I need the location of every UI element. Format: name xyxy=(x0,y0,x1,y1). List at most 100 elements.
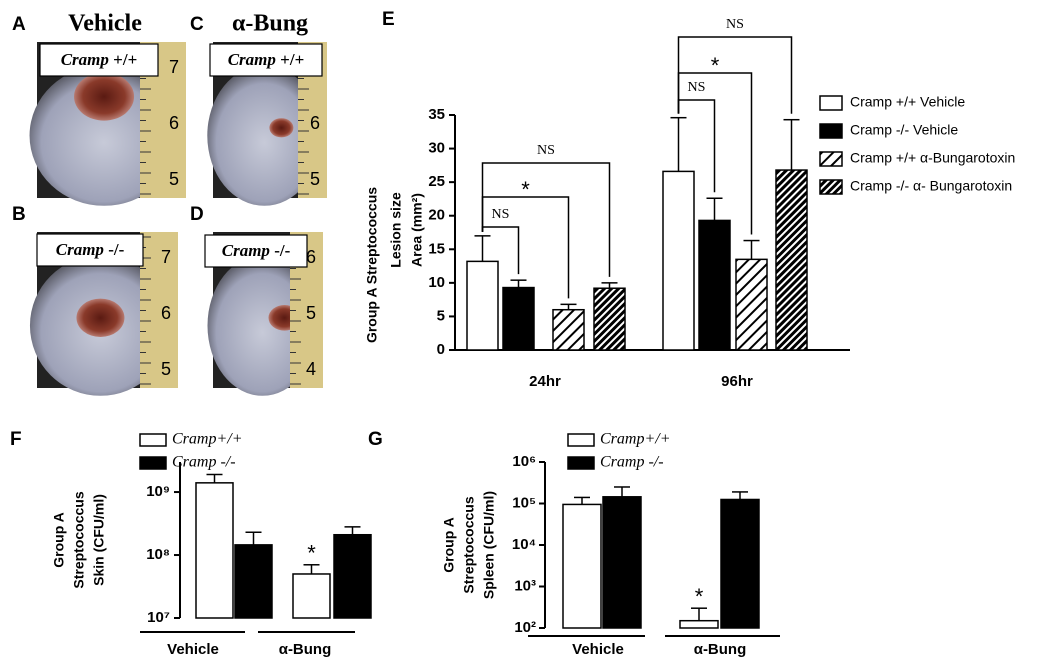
ruler-number: 5 xyxy=(306,303,316,323)
bar xyxy=(234,544,273,619)
y-tick-label: 35 xyxy=(428,106,445,123)
bar xyxy=(562,503,602,629)
y-tick-label: 15 xyxy=(428,240,445,257)
y-tick-label: 10⁹ xyxy=(146,483,170,500)
ruler-number: 7 xyxy=(169,57,179,77)
ruler-number: 6 xyxy=(161,303,171,323)
bar xyxy=(679,619,719,629)
significance-label: NS xyxy=(726,17,744,32)
x-tick-label: α-Bung xyxy=(694,641,747,658)
genotype: +/+ xyxy=(280,50,304,69)
genotype-label: Cramp +/+ xyxy=(61,50,138,69)
x-tick-label: α-Bung xyxy=(279,641,332,658)
bar xyxy=(466,260,499,351)
significance-label: NS xyxy=(537,143,555,158)
ruler-number: 5 xyxy=(169,169,179,189)
y-axis-label: Area (mm²) xyxy=(409,193,425,267)
y-tick-label: 10³ xyxy=(514,577,536,594)
significance-label: * xyxy=(307,541,316,566)
panel-letter: B xyxy=(12,204,26,225)
y-axis-label: Lesion size xyxy=(388,192,404,268)
y-axis-label: Spleen (CFU/ml) xyxy=(481,491,497,599)
bar xyxy=(593,287,626,351)
ruler-number: 4 xyxy=(306,359,316,379)
column-header: α-Bung xyxy=(232,11,308,37)
legend-swatch xyxy=(567,433,595,447)
legend-swatch xyxy=(139,456,167,470)
y-tick-label: 10⁷ xyxy=(147,609,170,626)
x-tick-label: 96hr xyxy=(721,373,753,390)
panel-letter: E xyxy=(382,9,395,30)
bar xyxy=(775,169,808,351)
y-tick-label: 0 xyxy=(437,341,445,358)
legend-swatch xyxy=(819,123,843,139)
significance-label: * xyxy=(695,584,704,609)
y-tick-label: 10 xyxy=(428,274,445,291)
genotype-box xyxy=(39,43,159,77)
legend-label: Cramp+/+ xyxy=(172,431,243,448)
bar xyxy=(735,258,768,351)
y-axis-label: Group A Streptococcus xyxy=(364,187,380,343)
gene-name: Cramp xyxy=(61,50,109,69)
panel-letter: G xyxy=(368,429,383,450)
y-axis-label: Streptococcus xyxy=(71,491,87,588)
significance-label: * xyxy=(711,53,720,78)
panel-letter: C xyxy=(190,14,204,35)
ruler-number: 5 xyxy=(310,169,320,189)
photo-lesion xyxy=(76,298,125,337)
panel-letter: F xyxy=(10,429,22,450)
bar xyxy=(602,496,642,629)
genotype: -/- xyxy=(274,241,290,260)
y-tick-label: 10² xyxy=(514,619,536,636)
legend-swatch xyxy=(567,456,595,470)
y-tick-label: 30 xyxy=(428,140,445,157)
y-tick-label: 25 xyxy=(428,173,445,190)
gene-name: Cramp xyxy=(228,50,276,69)
legend-label: Cramp -/- xyxy=(172,454,236,471)
legend-label: Cramp -/- xyxy=(600,454,664,471)
ruler-number: 6 xyxy=(306,247,316,267)
genotype-label: Cramp -/- xyxy=(56,240,125,259)
panel-letter: D xyxy=(190,204,204,225)
bar xyxy=(292,573,331,619)
y-tick-label: 10⁶ xyxy=(512,453,536,470)
y-tick-label: 10⁵ xyxy=(512,494,536,511)
genotype-box xyxy=(209,43,323,77)
photo-lesion xyxy=(269,118,294,138)
legend-swatch xyxy=(139,433,167,447)
significance-label: * xyxy=(521,177,530,202)
legend-swatch xyxy=(819,95,843,111)
photo-skin xyxy=(207,65,322,206)
y-axis-label: Group A xyxy=(51,512,67,567)
significance-label: NS xyxy=(492,207,510,222)
legend-label: Cramp +/+ Vehicle xyxy=(850,94,965,110)
ruler-number: 6 xyxy=(169,113,179,133)
photo-lesion xyxy=(74,72,135,121)
column-header: Vehicle xyxy=(68,11,142,37)
bar xyxy=(662,170,695,351)
y-tick-label: 20 xyxy=(428,207,445,224)
bar xyxy=(720,498,760,629)
genotype-label: Cramp +/+ xyxy=(228,50,305,69)
significance-bracket xyxy=(677,36,793,114)
gene-name: Cramp xyxy=(222,241,270,260)
significance-label: NS xyxy=(688,80,706,95)
y-tick-label: 5 xyxy=(437,307,445,324)
legend-swatch xyxy=(819,179,843,195)
ruler-number: 6 xyxy=(310,113,320,133)
y-axis-label: Streptococcus xyxy=(461,496,477,593)
genotype-box xyxy=(204,234,308,268)
bar xyxy=(552,308,585,351)
bar xyxy=(502,286,535,351)
bar xyxy=(333,533,372,619)
genotype: -/- xyxy=(108,240,124,259)
legend-label: Cramp -/- Vehicle xyxy=(850,122,958,138)
legend-label: Cramp +/+ α-Bungarotoxin xyxy=(850,150,1015,166)
bar xyxy=(698,219,731,351)
genotype-label: Cramp -/- xyxy=(222,241,291,260)
significance-bracket xyxy=(481,162,611,277)
gene-name: Cramp xyxy=(56,240,104,259)
ruler-number: 7 xyxy=(161,247,171,267)
